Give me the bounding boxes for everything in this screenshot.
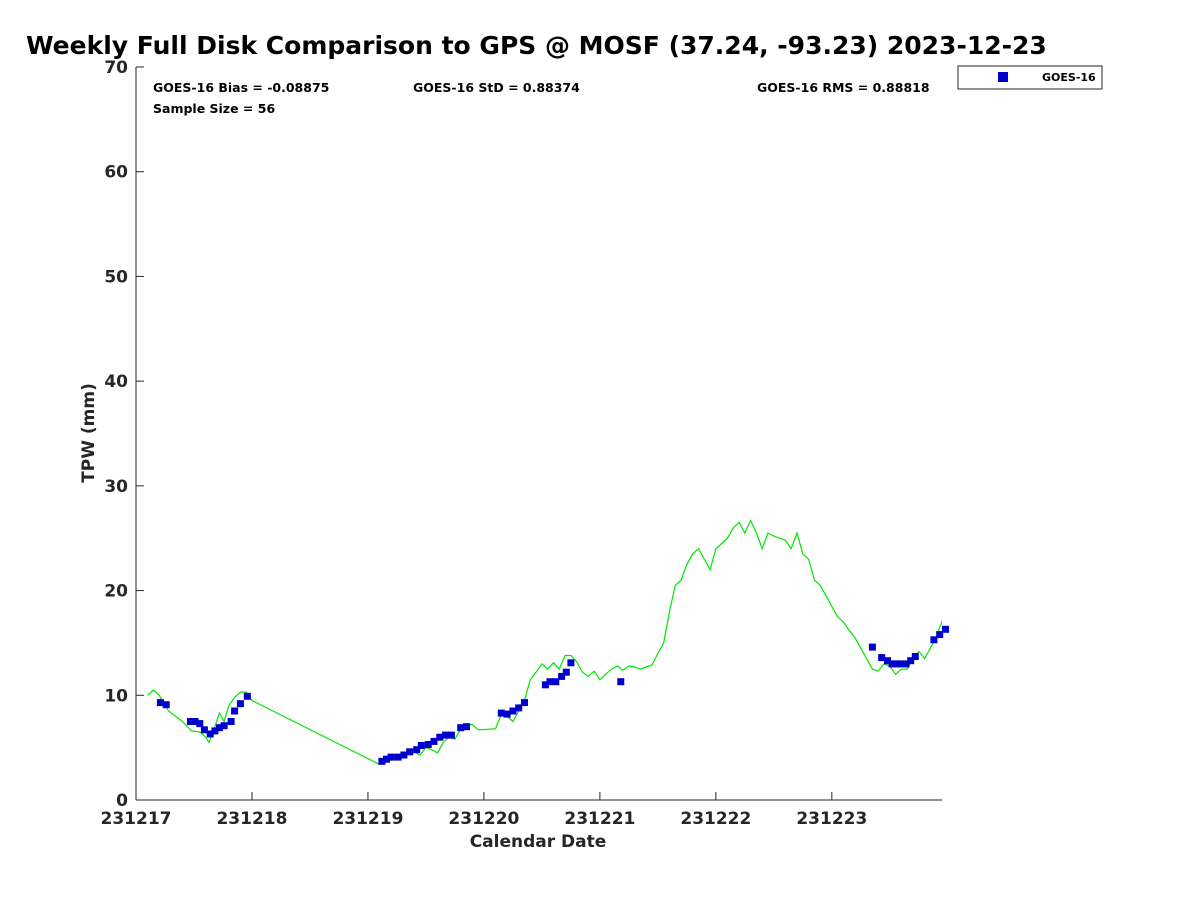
y-tick-label: 30: [104, 477, 128, 497]
goes16-point: [503, 710, 511, 718]
goes16-point: [231, 707, 239, 715]
goes16-point: [509, 707, 517, 715]
goes16-point: [200, 726, 208, 734]
goes16-point: [521, 699, 528, 707]
x-tick-label: 231218: [216, 809, 287, 829]
goes16-point: [406, 748, 414, 756]
goes16-point: [156, 699, 164, 707]
goes16-point: [552, 678, 560, 686]
goes16-point: [220, 722, 228, 730]
y-tick-label: 10: [104, 686, 128, 706]
goes16-point: [463, 723, 470, 731]
goes16-point: [236, 700, 244, 708]
std-stat: GOES-16 StD = 0.88374: [413, 80, 580, 95]
goes16-point: [400, 751, 408, 759]
goes16-point: [911, 653, 919, 660]
goes16-point: [196, 720, 204, 728]
x-tick-label: 231220: [448, 809, 519, 829]
y-axis-ticks: 0 10 20 30 40 50 60 70: [104, 58, 144, 811]
goes16-point: [383, 755, 390, 763]
goes16-point: [907, 657, 915, 665]
x-tick-label: 231219: [332, 809, 403, 829]
goes16-point: [216, 724, 223, 732]
goes16-point: [394, 753, 402, 761]
goes16-point: [617, 678, 625, 686]
goes16-point: [893, 660, 901, 668]
goes16-point: [413, 746, 421, 754]
goes16-point: [378, 757, 386, 765]
goes16-series-group: [156, 625, 949, 765]
goes16-point: [457, 724, 465, 732]
bias-stat: GOES-16 Bias = -0.08875: [153, 80, 329, 95]
goes16-point: [897, 660, 905, 668]
goes16-point: [191, 718, 199, 725]
goes16-point: [387, 753, 395, 761]
goes16-point: [227, 718, 235, 725]
goes16-point: [541, 681, 549, 689]
x-tick-label: 231221: [564, 809, 635, 829]
y-tick-label: 40: [104, 372, 128, 392]
y-tick-label: 0: [116, 791, 128, 811]
goes16-point: [558, 672, 566, 680]
y-tick-label: 60: [104, 163, 128, 183]
y-axis-label: TPW (mm): [79, 383, 99, 483]
x-axis-ticks: 231217 231218 231219 231220 231221 231222 2312…: [101, 792, 867, 829]
chart-title: Weekly Full Disk Comparison to GPS @ MOS…: [26, 31, 1047, 60]
goes16-point: [888, 660, 896, 668]
goes16-point: [436, 733, 444, 741]
plot-area: [136, 67, 942, 800]
y-tick-label: 50: [104, 267, 128, 287]
goes16-point: [567, 659, 575, 667]
goes16-point: [187, 718, 194, 725]
goes16-point: [162, 701, 170, 709]
goes16-point: [442, 731, 450, 739]
legend-marker: [998, 72, 1008, 82]
legend: GOES-16: [957, 65, 1103, 90]
goes16-point: [417, 742, 425, 749]
goes16-point: [211, 727, 219, 735]
goes16-point: [206, 730, 214, 738]
goes16-point: [447, 731, 455, 739]
x-tick-label: 231217: [101, 809, 172, 829]
legend-box: [957, 65, 1103, 90]
y-tick-label: 70: [104, 58, 128, 78]
rms-stat: GOES-16 RMS = 0.88818: [757, 80, 930, 95]
goes16-point: [562, 668, 570, 676]
goes16-point: [546, 678, 554, 686]
goes16-point: [878, 654, 886, 662]
goes16-point: [930, 636, 938, 644]
x-axis-label: Calendar Date: [470, 832, 607, 852]
goes16-point: [884, 657, 891, 665]
goes16-point: [243, 692, 251, 700]
goes16-point: [515, 704, 523, 712]
x-tick-label: 231223: [796, 809, 867, 829]
sample-size-stat: Sample Size = 56: [153, 101, 275, 116]
x-tick-label: 231222: [680, 809, 751, 829]
y-tick-label: 20: [104, 582, 128, 602]
goes16-point: [902, 660, 910, 668]
goes16-point: [430, 737, 438, 745]
goes16-point: [868, 643, 876, 651]
goes16-point: [424, 741, 432, 748]
goes16-point: [936, 631, 944, 639]
legend-label: GOES-16: [1042, 71, 1096, 84]
goes16-point: [942, 625, 949, 633]
goes16-point: [497, 709, 505, 717]
